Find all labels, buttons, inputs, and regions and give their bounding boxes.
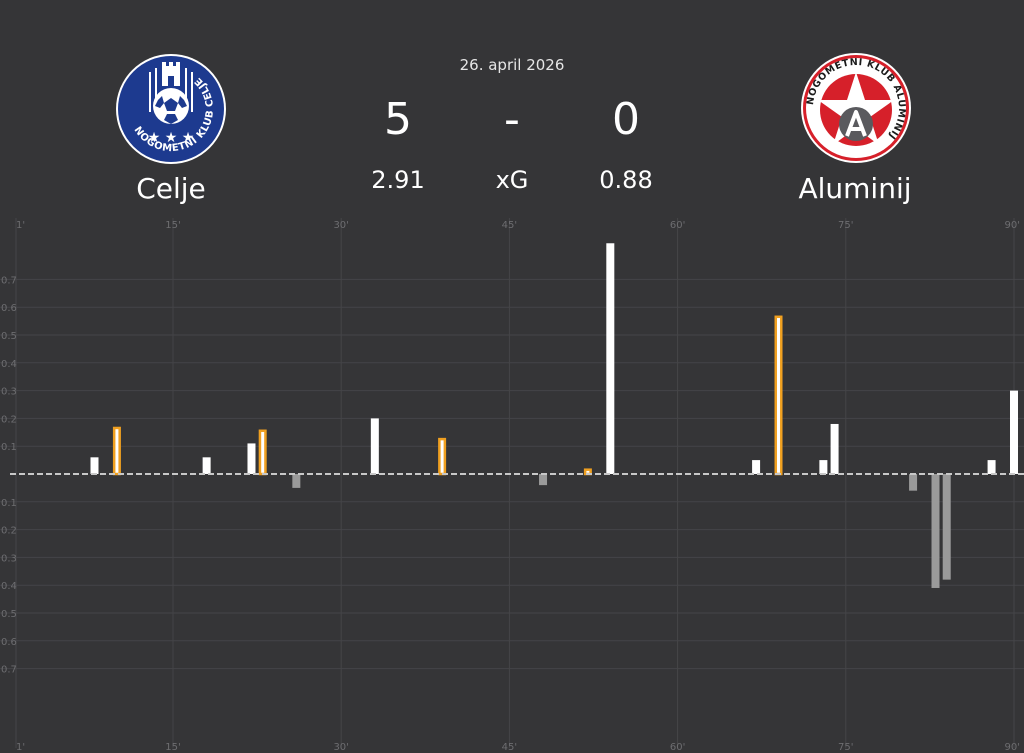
y-tick-bottom: 0.5: [1, 609, 17, 620]
chart-tick-labels: 1' 1' 15' 15' 30' 30' 45' 45' 60' 60' 75' 75' 90' 90'…: [1, 220, 1020, 753]
home-team-name: Celje: [136, 172, 206, 205]
away-shot-bar-1: [539, 474, 548, 486]
y-tick-top: 0.1: [1, 442, 17, 453]
y-tick-bottom: 0.6: [1, 637, 17, 648]
y-tick-bottom: 0.3: [1, 553, 17, 564]
home-score: 5: [384, 94, 412, 145]
svg-text:★ ★ ★: ★ ★ ★: [148, 130, 195, 146]
home-shot-bar-9: [752, 460, 761, 474]
y-tick-top: 0.2: [1, 414, 17, 425]
y-tick-top: 0.6: [1, 303, 17, 314]
chart-grid: [0, 218, 1024, 748]
x-tick-bottom: 45': [502, 742, 517, 753]
y-tick-bottom: 0.7: [1, 665, 17, 676]
home-shot-bar-0: [90, 457, 99, 474]
x-tick-bottom: 90': [1005, 742, 1020, 753]
y-tick-bottom: 0.1: [1, 498, 17, 509]
home-xg: 2.91: [371, 166, 425, 194]
y-tick-top: 0.5: [1, 331, 17, 342]
home-shot-bar-11: [819, 460, 828, 474]
away-shot-bar-2: [909, 474, 918, 491]
home-goal-bar-6: [438, 437, 447, 476]
x-tick-bottom: 60': [670, 742, 685, 753]
away-shot-bar-0: [292, 474, 301, 488]
home-goal-bar-4: [258, 429, 267, 476]
home-shot-bar-14: [1010, 390, 1018, 474]
x-tick-top: 30': [333, 220, 348, 231]
y-tick-top: 0.4: [1, 359, 17, 370]
y-tick-top: 0.3: [1, 387, 17, 398]
x-tick-top: 90': [1005, 220, 1020, 231]
home-shot-bar-8: [606, 243, 615, 474]
x-tick-top: 75': [838, 220, 853, 231]
y-tick-top: 0.7: [1, 275, 17, 286]
x-tick-top: 1': [16, 220, 25, 231]
celje-logo: NOGOMETNI KLUB CELJE ★ ★ ★: [116, 54, 226, 164]
x-tick-bottom: 75': [838, 742, 853, 753]
chart-bars: [10, 243, 1024, 588]
home-shot-bar-5: [370, 418, 379, 474]
match-date: 26. april 2026: [459, 56, 565, 74]
home-shot-bar-12: [830, 423, 839, 474]
y-tick-bottom: 0.2: [1, 526, 17, 537]
away-score: 0: [612, 94, 640, 145]
away-shot-bar-3: [931, 474, 940, 588]
home-goal-bar-10: [774, 315, 783, 476]
x-tick-top: 45': [502, 220, 517, 231]
x-tick-top: 15': [165, 220, 180, 231]
x-tick-bottom: 30': [333, 742, 348, 753]
x-tick-top: 60': [670, 220, 685, 231]
score-separator: -: [504, 94, 520, 145]
home-shot-bar-3: [247, 443, 256, 474]
xg-label: xG: [495, 166, 529, 194]
aluminij-logo: NOGOMETNI KLUB ALUMINIJ: [801, 53, 911, 163]
x-tick-bottom: 15': [165, 742, 180, 753]
home-shot-bar-13: [987, 460, 996, 474]
away-shot-bar-4: [942, 474, 951, 580]
x-tick-bottom: 1': [16, 742, 25, 753]
home-goal-bar-1: [112, 426, 121, 476]
away-team-name: Aluminij: [798, 172, 912, 205]
home-shot-bar-2: [202, 457, 211, 474]
away-xg: 0.88: [599, 166, 653, 194]
y-tick-bottom: 0.4: [1, 581, 17, 592]
